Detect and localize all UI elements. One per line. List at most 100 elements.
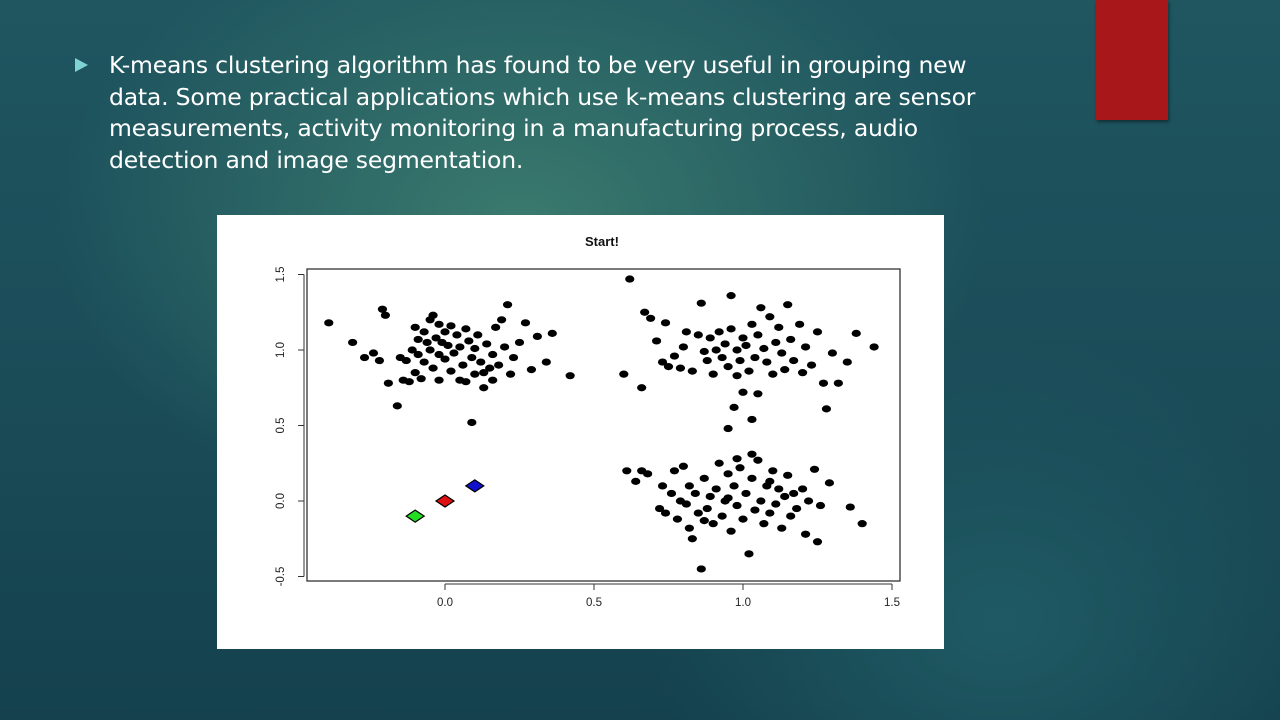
data-point	[494, 361, 504, 369]
data-point	[401, 356, 411, 365]
data-point	[780, 492, 790, 501]
centroids	[405, 479, 485, 523]
data-point	[675, 364, 686, 372]
data-point	[723, 424, 733, 433]
data-point	[717, 512, 727, 520]
triangle-bullet-icon	[75, 58, 88, 72]
data-point	[714, 328, 724, 336]
data-point	[651, 337, 662, 345]
data-points	[324, 275, 879, 573]
data-point	[428, 364, 438, 372]
data-point	[324, 319, 334, 327]
data-point	[693, 509, 703, 517]
data-point	[348, 338, 358, 347]
data-point	[684, 482, 694, 490]
data-point	[669, 352, 680, 360]
data-point	[681, 328, 691, 336]
data-point	[434, 376, 444, 384]
data-point	[470, 370, 480, 378]
x-tick-label: 1.0	[735, 597, 751, 609]
data-point	[771, 338, 781, 347]
data-point	[812, 328, 823, 336]
plot-frame	[306, 268, 901, 582]
data-point	[359, 353, 370, 362]
data-point	[479, 384, 489, 392]
data-point	[699, 347, 709, 356]
data-point	[732, 501, 742, 510]
data-point	[818, 379, 829, 387]
data-point	[657, 358, 668, 366]
data-point	[622, 467, 632, 475]
data-point	[625, 275, 635, 283]
bullet-text: K-means clustering algorithm has found t…	[109, 51, 976, 174]
data-point	[723, 470, 733, 478]
data-point	[800, 530, 811, 538]
data-point	[753, 390, 763, 398]
data-point	[413, 335, 423, 344]
data-point	[696, 299, 706, 307]
data-point	[422, 338, 432, 347]
data-point	[646, 314, 656, 322]
data-point	[410, 369, 420, 377]
data-point	[842, 358, 852, 366]
data-point	[526, 366, 537, 374]
data-point	[753, 331, 763, 339]
data-point	[520, 319, 531, 327]
data-point	[431, 334, 441, 342]
data-point	[845, 503, 855, 511]
data-point	[711, 346, 721, 354]
data-point	[467, 418, 477, 427]
data-point	[744, 367, 754, 375]
data-point	[786, 335, 796, 344]
data-point	[729, 482, 739, 490]
data-point	[446, 367, 456, 375]
data-point	[482, 340, 492, 348]
data-point	[732, 346, 742, 354]
data-point	[461, 378, 471, 386]
data-point	[777, 524, 787, 532]
data-point	[738, 388, 748, 396]
data-point	[687, 367, 697, 375]
data-point	[800, 343, 811, 351]
axes: 0.0 0.5 1.0 1.5 -0.5 0.0 0.5 1.0 1.5	[275, 267, 900, 610]
data-point	[756, 497, 766, 505]
data-point	[476, 358, 486, 366]
data-point	[735, 356, 745, 365]
data-point	[702, 356, 712, 365]
centroid-diamond	[434, 494, 456, 508]
data-point	[821, 405, 832, 413]
data-point	[738, 334, 748, 342]
y-tick-label: 0.5	[275, 418, 287, 434]
data-point	[806, 361, 817, 369]
data-point	[631, 477, 641, 485]
data-point	[404, 378, 414, 386]
data-point	[452, 331, 462, 339]
data-point	[717, 353, 727, 362]
data-point	[789, 489, 799, 498]
data-point	[726, 325, 736, 333]
data-point	[419, 358, 429, 366]
data-point	[461, 325, 471, 333]
data-point	[783, 471, 793, 479]
data-point	[488, 350, 498, 359]
data-point	[753, 456, 763, 464]
data-point	[446, 322, 456, 330]
data-point	[759, 344, 769, 353]
data-point	[780, 366, 790, 374]
data-point	[488, 376, 498, 384]
data-point	[711, 485, 721, 493]
data-point	[654, 504, 665, 513]
data-point	[729, 403, 739, 411]
data-point	[657, 482, 668, 490]
data-point	[774, 485, 784, 493]
data-point	[497, 316, 507, 324]
data-point	[699, 474, 709, 482]
data-point	[696, 565, 706, 573]
data-point	[809, 465, 820, 473]
data-point	[669, 467, 680, 475]
data-point	[473, 331, 483, 339]
data-point	[774, 323, 784, 331]
data-point	[750, 506, 760, 514]
data-point	[541, 358, 551, 366]
data-point	[392, 402, 402, 410]
